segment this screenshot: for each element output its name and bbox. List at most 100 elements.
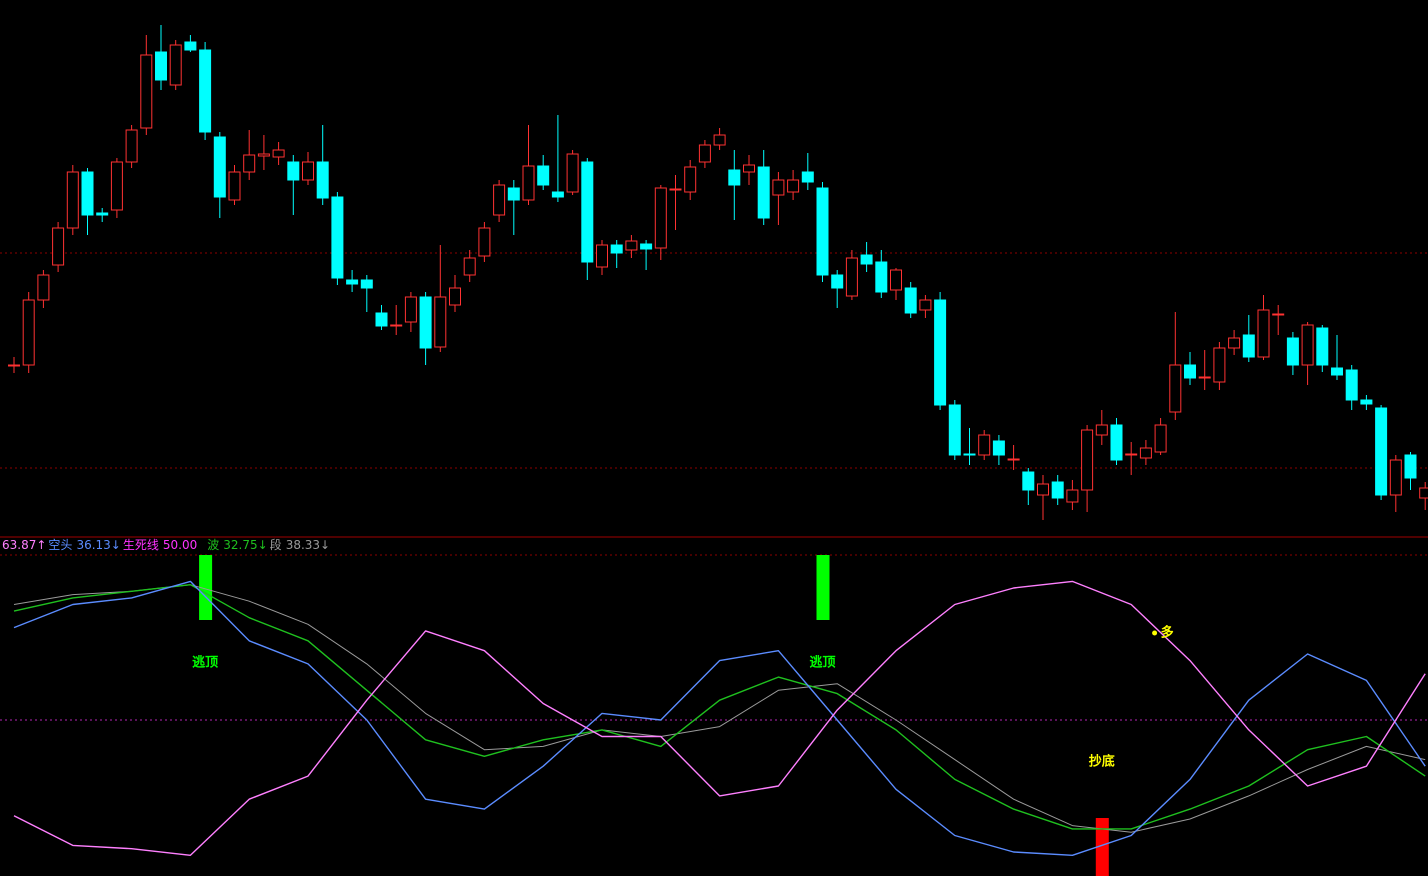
candle-body (1419, 487, 1428, 499)
candle-body (875, 261, 888, 293)
candle-body (213, 136, 226, 198)
candle-body (772, 179, 785, 196)
candle-body (860, 254, 873, 265)
candle-body (551, 191, 564, 198)
indicator-line (13, 584, 1426, 833)
signal-label: 抄底 (1089, 754, 1115, 770)
candle-body (728, 169, 741, 186)
candle-body (1404, 454, 1417, 479)
candle-body (845, 257, 858, 297)
candle-body (375, 312, 388, 327)
candle-body (449, 287, 461, 306)
candle-body (302, 161, 314, 181)
indicator-line (13, 580, 1426, 856)
candle-body (404, 296, 417, 323)
candle-body (1198, 376, 1211, 379)
candle-body (228, 171, 241, 201)
candle-body (155, 51, 167, 81)
candle-body (169, 44, 182, 86)
candle-body (743, 164, 755, 173)
candle-body (1360, 399, 1373, 405)
candle-body (1257, 309, 1270, 358)
candle-body (1007, 458, 1020, 461)
indicator-header: 63.87↑ 空头 36.13↓ 生死线 50.00 波 32.75↓ 段 38.33↓ (2, 537, 330, 552)
candle-body (537, 165, 550, 186)
candle-body (434, 296, 447, 348)
candle-body (522, 165, 535, 201)
candle-body (640, 243, 653, 250)
candle-body (66, 171, 79, 229)
candle-body (1242, 334, 1255, 358)
candle-body (934, 299, 947, 406)
header-value: 38.33↓ (286, 538, 330, 552)
candle-body (507, 187, 520, 201)
header-name: 段 (270, 537, 282, 552)
candle-body (125, 129, 138, 163)
candle-body (1095, 424, 1108, 436)
candle-body (625, 240, 638, 251)
candle-body (22, 299, 35, 366)
candle-body (610, 244, 623, 254)
candle-body (1169, 364, 1182, 413)
candle-body (992, 440, 1005, 456)
candle-body (1139, 447, 1152, 459)
candle-body (1066, 489, 1079, 503)
candle-body (1345, 369, 1358, 401)
signal-bar (199, 555, 213, 620)
candle-body (1213, 347, 1226, 383)
indicator-line (13, 584, 1426, 830)
candle-body (978, 434, 991, 456)
header-name: 生死线 (123, 538, 159, 552)
candle-body (493, 184, 506, 216)
candle-body (1301, 324, 1314, 366)
candle-body (1154, 424, 1167, 453)
candle-body (757, 166, 770, 219)
candle-body (184, 41, 197, 51)
candle-body (919, 299, 932, 311)
candle-body (1037, 483, 1049, 496)
candle-body (816, 187, 829, 276)
candle-body (96, 212, 109, 216)
header-name: 波 (207, 538, 219, 552)
candle-body (890, 269, 902, 291)
candle-body (1051, 481, 1064, 499)
candle-body (904, 287, 917, 314)
candle-body (669, 188, 682, 191)
candle-body (801, 171, 814, 183)
candle-body (37, 274, 50, 301)
candle-body (1081, 429, 1094, 491)
signal-bar (1095, 818, 1109, 876)
candle-body (787, 179, 800, 193)
candle-body (287, 161, 300, 181)
candle-body (1375, 407, 1388, 496)
header-value: 36.13↓ (76, 538, 120, 552)
candle-body (698, 144, 711, 163)
candle-body (390, 324, 403, 327)
candle-body (419, 296, 432, 349)
header-name: 空头 (48, 538, 72, 552)
candle-body (596, 244, 608, 268)
candle-body (478, 227, 491, 257)
indicator-line (13, 580, 1426, 856)
candle-body (963, 453, 976, 456)
signal-bar (816, 555, 830, 620)
candle-body (1022, 471, 1035, 491)
candle-body (1316, 327, 1329, 366)
candle-body (1228, 337, 1241, 349)
candle-body (346, 279, 359, 285)
candle-body (272, 149, 285, 158)
candle-body (52, 227, 65, 266)
candle-body (331, 196, 344, 279)
candle-body (243, 154, 256, 173)
candle-body (948, 404, 961, 456)
candle-body (566, 153, 579, 193)
signal-label: 逃顶 (192, 655, 218, 671)
candle-body (1389, 459, 1402, 496)
marker-label: 多 (1161, 625, 1174, 641)
candle-body (713, 134, 726, 146)
header-value: 32.75↓ (223, 538, 267, 552)
candle-body (257, 153, 270, 157)
candle-body (581, 161, 594, 263)
candle-body (1286, 337, 1299, 366)
